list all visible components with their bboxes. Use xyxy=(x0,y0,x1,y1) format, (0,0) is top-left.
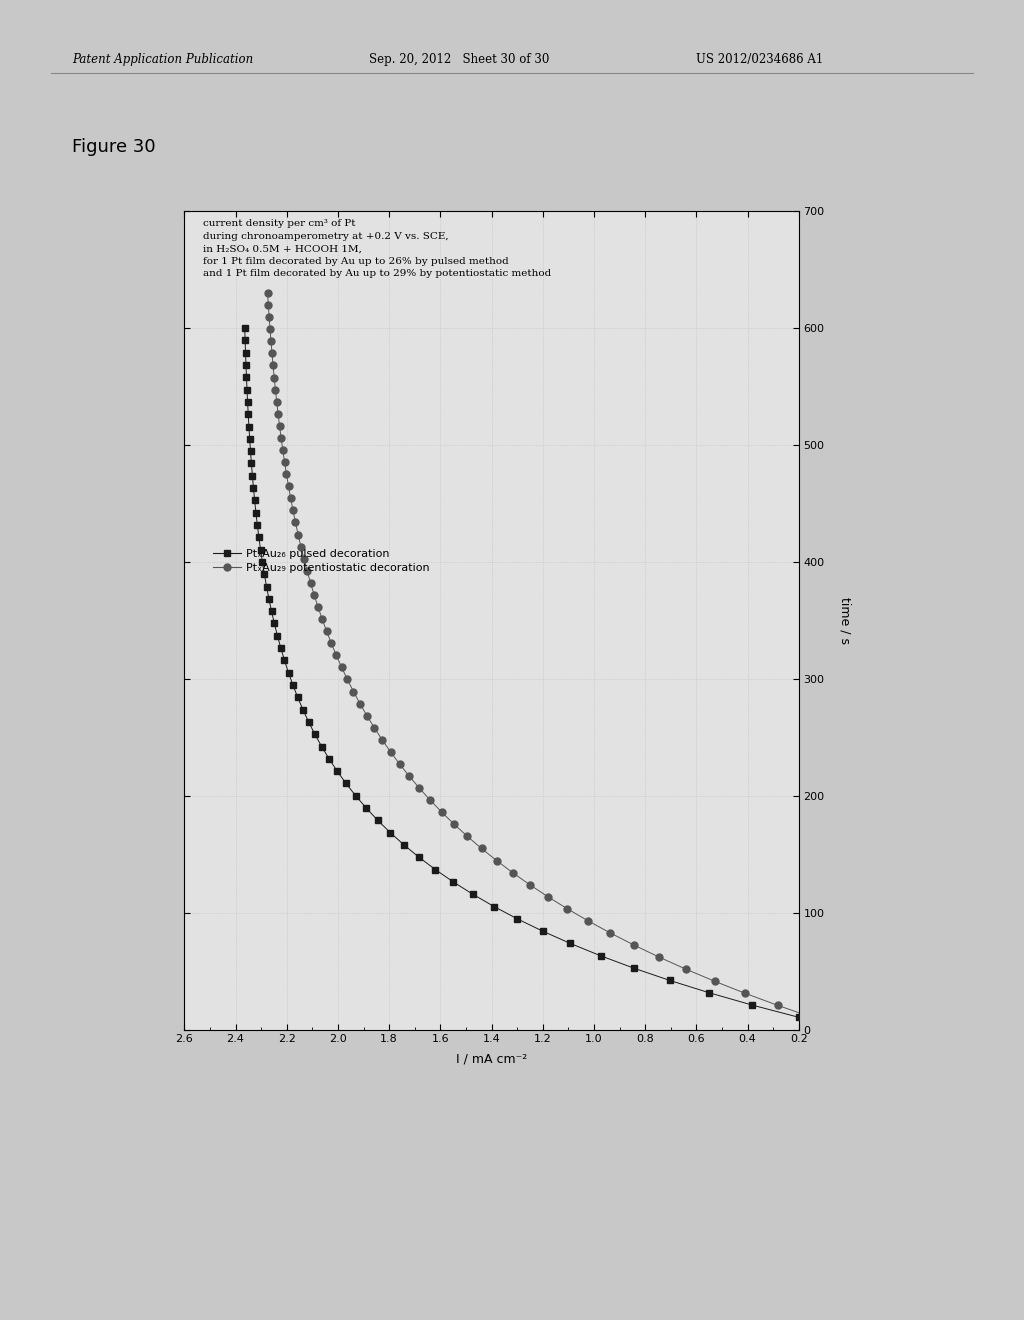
Legend: PtₓAu₂₆ pulsed decoration, PtₓAu₂₉ potentiostatic decoration: PtₓAu₂₆ pulsed decoration, PtₓAu₂₉ poten… xyxy=(208,544,434,577)
Text: US 2012/0234686 A1: US 2012/0234686 A1 xyxy=(696,53,823,66)
Text: Patent Application Publication: Patent Application Publication xyxy=(72,53,253,66)
Y-axis label: time / s: time / s xyxy=(839,597,852,644)
Text: current density per cm³ of Pt
during chronoamperometry at +0.2 V vs. SCE,
in H₂S: current density per cm³ of Pt during chr… xyxy=(203,219,551,279)
X-axis label: I / mA cm⁻²: I / mA cm⁻² xyxy=(456,1053,527,1065)
Text: Sep. 20, 2012   Sheet 30 of 30: Sep. 20, 2012 Sheet 30 of 30 xyxy=(369,53,549,66)
Text: Figure 30: Figure 30 xyxy=(72,137,156,156)
